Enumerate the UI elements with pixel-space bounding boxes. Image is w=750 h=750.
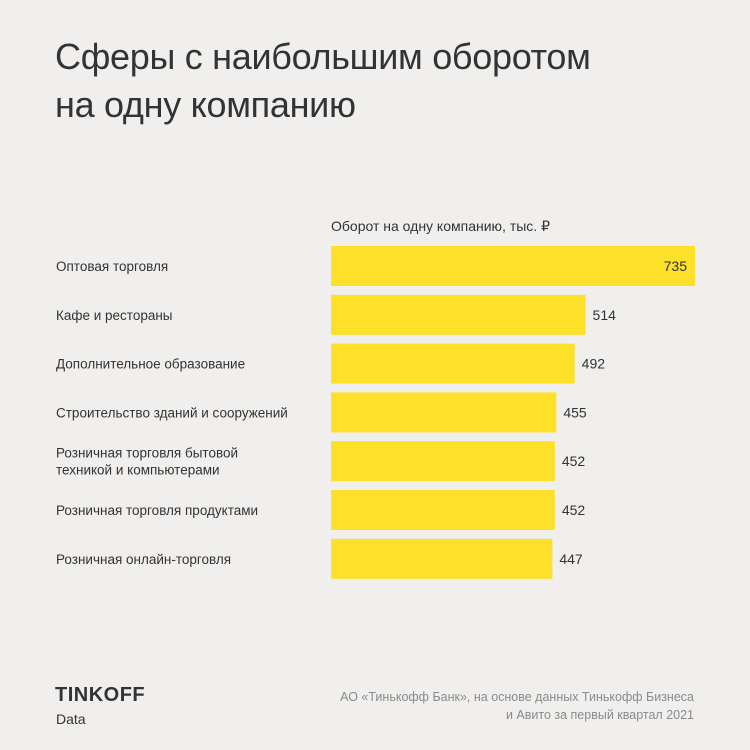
chart-title-line-1: Сферы с наибольшим оборотом (55, 36, 591, 77)
bar-value-5: 452 (562, 453, 586, 469)
category-label-5: Розничная торговля бытовой техникой и ком… (56, 446, 238, 478)
bar-5 (331, 441, 555, 482)
bar-7 (331, 538, 553, 579)
bar-6 (331, 490, 555, 530)
category-label-1: Оптовая торговля (56, 259, 168, 274)
bar-1 (331, 246, 695, 286)
bar-3 (331, 343, 575, 384)
brand-logo: TINKOFF (55, 684, 146, 706)
category-label-3: Дополнительное образование (56, 357, 245, 372)
bars-group: 735 Оптовая торговля 514 Кафе и рестораны 49… (56, 246, 695, 579)
bar-4 (331, 392, 557, 433)
bar-value-6: 452 (562, 502, 586, 518)
bar-value-7: 447 (559, 551, 583, 567)
bar-2 (331, 294, 586, 335)
source-note-line-1: АО «Тинькофф Банк», на основе данных Тин… (340, 690, 694, 704)
category-label-7: Розничная онлайн-торговля (56, 552, 231, 567)
brand-subtitle: Data (56, 711, 86, 727)
chart-title: Сферы с наибольшим оборотом на одну комп… (55, 33, 695, 129)
chart-title-line-2: на одну компанию (55, 84, 356, 125)
bar-value-2: 514 (593, 307, 617, 323)
category-label-2: Кафе и рестораны (56, 308, 173, 323)
category-label-4: Строительство зданий и сооружений (56, 405, 288, 420)
category-label-6: Розничная торговля продуктами (56, 503, 258, 518)
series-label: Оборот на одну компанию, тыс. ₽ (331, 218, 550, 234)
bar-value-3: 492 (582, 356, 606, 372)
bar-value-4: 455 (563, 404, 587, 420)
source-note: АО «Тинькофф Банк», на основе данных Тин… (334, 688, 694, 724)
bar-value-1: 735 (664, 258, 688, 274)
source-note-line-2: и Авито за первый квартал 2021 (505, 708, 694, 722)
